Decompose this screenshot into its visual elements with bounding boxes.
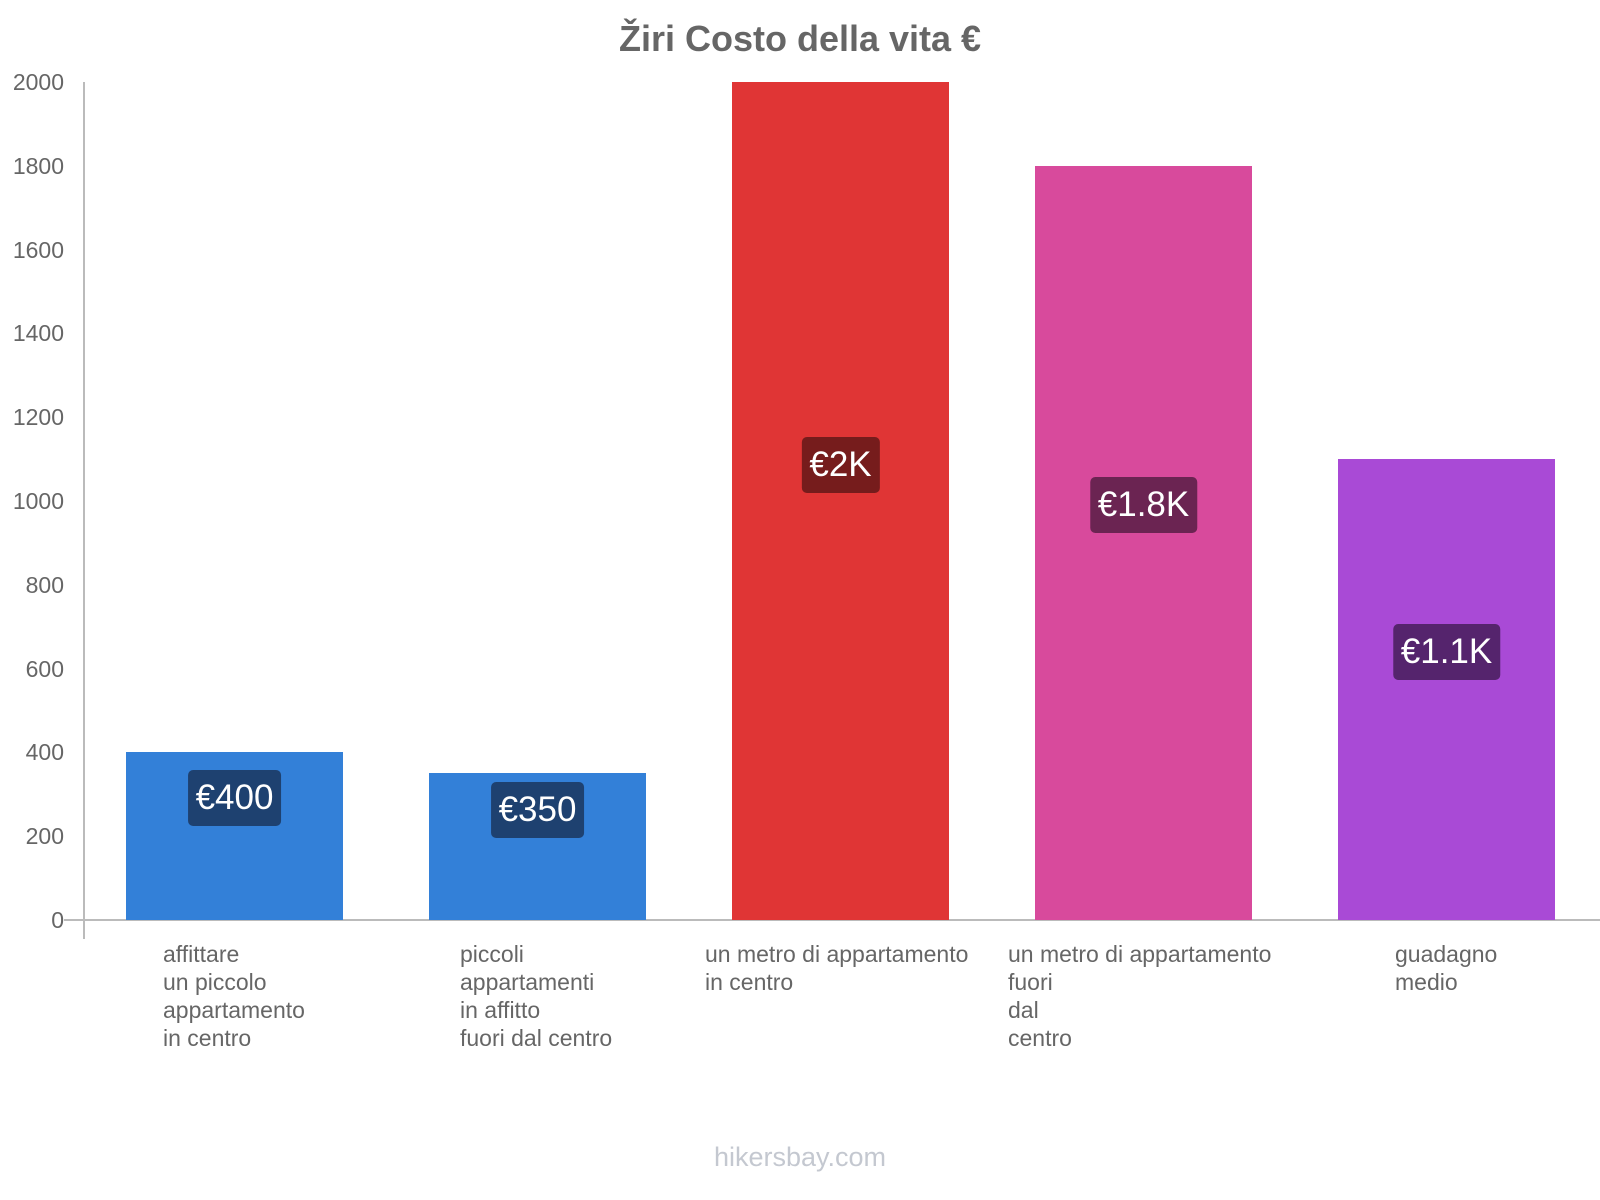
y-tick-label: 2000: [12, 69, 64, 95]
y-tick-label: 0: [51, 907, 64, 933]
x-tick-label: guadagno medio: [1395, 941, 1498, 995]
x-tick-label: affittare un piccolo appartamento in cen…: [163, 941, 305, 1051]
x-axis-line: [64, 919, 1600, 921]
y-tick-label: 600: [25, 655, 64, 682]
y-tick-label: 800: [25, 571, 64, 598]
y-tick-label: 400: [25, 739, 64, 766]
x-tick-label: un metro di appartamento in centro: [705, 941, 969, 995]
bar-value-label: €1.1K: [1392, 624, 1501, 680]
x-tick-label: un metro di appartamento fuori dal centr…: [1008, 941, 1272, 1051]
bar[interactable]: [1035, 165, 1252, 920]
bar-value-label: €1.8K: [1089, 477, 1198, 533]
bar[interactable]: [732, 82, 949, 920]
bar-value-label: €400: [187, 770, 282, 826]
y-axis-line: [83, 82, 85, 939]
bar-value-label: €350: [490, 782, 585, 838]
watermark: hikersbay.com: [713, 1142, 887, 1172]
y-tick-label: 1200: [12, 404, 64, 431]
y-tick-label: 1000: [12, 488, 64, 514]
chart-title: Žiri Costo della vita €: [618, 18, 982, 59]
y-tick-label: 1800: [12, 152, 64, 179]
y-tick-label: 1400: [12, 320, 64, 347]
x-tick-label: piccoli appartamenti in affitto fuori da…: [460, 941, 613, 1051]
y-tick-label: 1600: [12, 236, 64, 263]
bar-value-label: €2K: [801, 437, 880, 493]
y-tick-label: 200: [25, 823, 64, 850]
bar[interactable]: [1338, 459, 1555, 920]
